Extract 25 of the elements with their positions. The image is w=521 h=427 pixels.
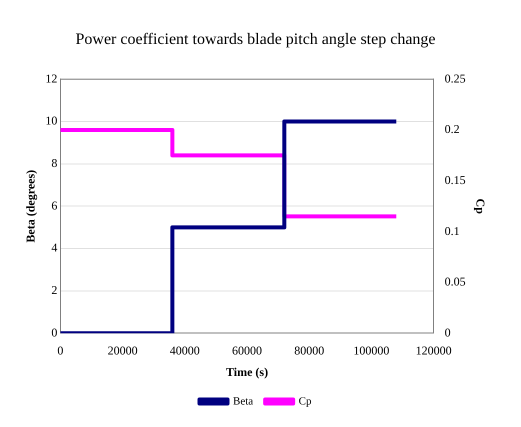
y-tick-label: 4 [51,240,58,255]
y-tick-label: 10 [45,114,58,128]
y2-tick-label: 0.1 [444,224,460,238]
y2-tick-label: 0.2 [444,122,460,136]
y-axis-title: Beta (degrees) [23,170,38,243]
x-tick-label: 20000 [108,344,138,358]
y2-tick-label: 0.05 [444,274,466,289]
x-tick-label: 60000 [232,344,262,358]
y2-tick-label: 0 [444,325,451,340]
x-tick-label: 80000 [294,344,324,358]
y-tick-label: 8 [51,156,58,170]
x-tick-label: 100000 [353,344,390,358]
y-tick-label: 0 [51,325,58,340]
y2-tick-label: 0.15 [444,172,466,187]
legend-label: Beta [233,395,254,408]
chart-title: Power coefficient towards blade pitch angle step change [75,30,436,48]
y-tick-label: 6 [51,198,58,212]
x-tick-label: 120000 [416,344,452,358]
y-tick-label: 2 [51,283,58,298]
x-axis-title: Time (s) [226,364,268,379]
y2-axis-title: Cp [474,198,488,214]
legend-label: Cp [298,395,312,408]
y2-tick-label: 0.25 [444,71,466,86]
y-tick-label: 12 [45,71,58,86]
x-tick-label: 40000 [170,344,200,358]
